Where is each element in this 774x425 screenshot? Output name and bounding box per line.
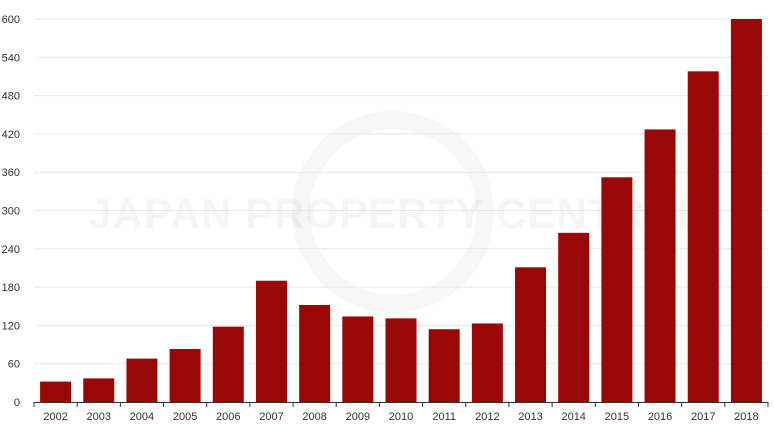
bar-2013 [515,267,547,402]
y-tick-label: 0 [14,397,20,409]
bar-2007 [255,280,287,402]
bar-2003 [83,378,115,402]
x-tick-label: 2017 [691,411,715,423]
x-tick-label: 2006 [216,411,240,423]
y-tick-label: 540 [2,52,20,64]
y-tick-label: 420 [2,129,20,141]
y-tick-label: 300 [2,206,20,218]
bar-2010 [385,318,417,402]
bar-2002 [40,381,72,402]
bar-2009 [342,316,374,402]
x-tick-label: 2005 [173,411,197,423]
x-tick-label: 2009 [346,411,370,423]
bar-2004 [126,358,158,402]
y-tick-label: 60 [8,359,20,371]
x-tick-label: 2010 [389,411,413,423]
x-tick-label: 2015 [605,411,629,423]
y-axis-tick-labels: 0 60 120 180 240 300 360 420 480 540 600 [2,14,20,409]
bars [40,19,762,403]
bar-2017 [687,71,719,403]
bar-2016 [644,129,676,402]
x-tick-label: 2014 [561,411,585,423]
bar-2012 [471,323,503,402]
bar-2005 [169,349,201,402]
x-tick-label: 2008 [302,411,326,423]
x-tick-label: 2012 [475,411,499,423]
y-tick-label: 120 [2,320,20,332]
y-tick-label: 240 [2,244,20,256]
x-tick-label: 2018 [734,411,758,423]
y-tick-label: 480 [2,91,20,103]
x-axis-tick-labels: 2002 2003 2004 2005 2006 2007 2008 2009 2010 2011… [43,411,758,423]
x-tick-label: 2003 [87,411,111,423]
bar-2015 [601,177,633,402]
axes [33,402,769,407]
x-tick-label: 2004 [130,411,154,423]
bar-2006 [212,326,244,402]
bar-2018 [730,19,762,402]
x-tick-label: 2016 [648,411,672,423]
gridlines [34,18,768,365]
x-tick-label: 2011 [432,411,456,423]
y-tick-label: 600 [2,14,20,26]
y-tick-label: 360 [2,167,20,179]
bar-2011 [428,329,460,402]
x-tick-label: 2002 [43,411,67,423]
y-tick-label: 180 [2,282,20,294]
x-tick-label: 2007 [259,411,283,423]
x-tick-label: 2013 [518,411,542,423]
bar-2008 [299,304,331,402]
bar-2014 [558,232,590,402]
